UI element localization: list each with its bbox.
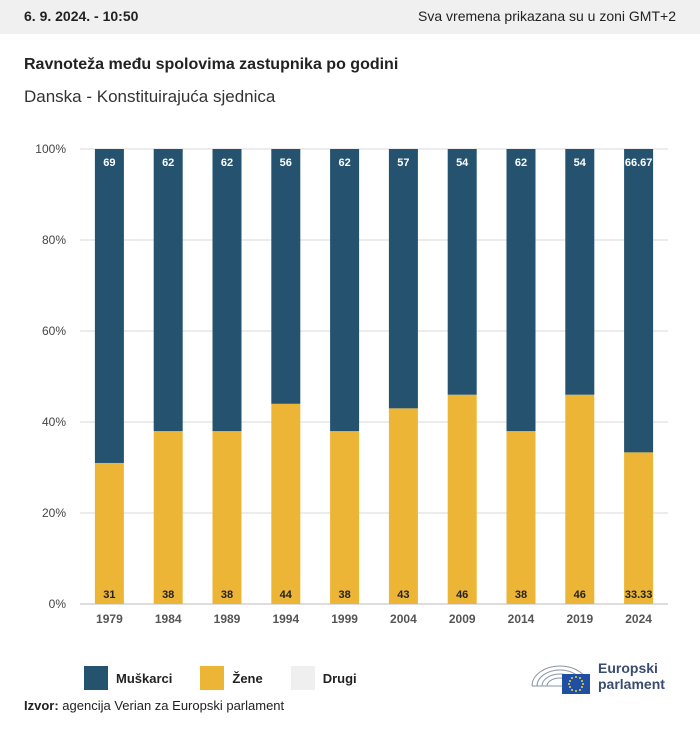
bar-women (388, 408, 418, 604)
y-tick-label: 60% (42, 324, 66, 338)
chart-legend: Muškarci Žene Drugi (84, 666, 385, 690)
bar-men (153, 149, 183, 432)
legend-item-men: Muškarci (84, 666, 172, 690)
bar-women (447, 394, 477, 604)
logo-line-2: parlament (598, 676, 665, 692)
data-label-men: 66.67 (625, 157, 653, 169)
bar-men (447, 149, 477, 395)
logo-line-1: Europski (598, 660, 658, 676)
x-tick-label: 1989 (214, 612, 241, 626)
chart-subtitle: Danska - Konstituirajuća sjednica (24, 87, 276, 106)
data-label-men: 62 (338, 157, 350, 169)
bar-women (565, 394, 595, 604)
x-tick-label: 1999 (331, 612, 358, 626)
data-label-women: 38 (221, 589, 233, 601)
y-tick-label: 20% (42, 506, 66, 520)
parliament-hemicycle-icon (531, 665, 590, 694)
legend-item-other: Drugi (290, 666, 357, 690)
legend-label-men: Muškarci (116, 670, 173, 686)
data-label-women: 31 (103, 589, 115, 601)
legend-label-other: Drugi (322, 670, 357, 686)
legend-swatch-other (290, 666, 315, 690)
data-label-women: 38 (515, 589, 527, 601)
x-tick-label: 1984 (155, 612, 182, 626)
source-prefix: Izvor: (24, 698, 59, 713)
x-tick-label: 1979 (96, 612, 123, 626)
data-label-men: 62 (162, 157, 174, 169)
bar-women (153, 431, 183, 604)
x-tick-label: 2014 (508, 612, 535, 626)
chart-title: Ravnoteža među spolovima zastupnika po g… (24, 56, 399, 73)
source-note: Izvor: agencija Verian za Europski parla… (24, 698, 284, 713)
x-tick-label: 1994 (272, 612, 299, 626)
y-tick-label: 0% (49, 597, 67, 611)
european-parliament-logo: Europski parlament (528, 656, 665, 696)
data-label-women: 38 (162, 589, 174, 601)
y-tick-label: 40% (42, 415, 66, 429)
bar-men (271, 149, 301, 404)
bar-men (94, 149, 124, 463)
data-label-women: 44 (280, 589, 293, 601)
timezone-note: Sva vremena prikazana su u zoni GMT+2 (418, 8, 676, 24)
bar-women (330, 431, 360, 604)
y-tick-label: 80% (42, 233, 66, 247)
data-label-women: 46 (574, 589, 586, 601)
x-tick-label: 2019 (566, 612, 593, 626)
bar-men (565, 149, 595, 395)
timestamp: 6. 9. 2024. - 10:50 (24, 8, 139, 24)
x-tick-label: 2009 (449, 612, 476, 626)
x-tick-label: 2004 (390, 612, 417, 626)
bar-men (388, 149, 418, 409)
data-label-women: 43 (397, 589, 409, 601)
bar-men (506, 149, 536, 432)
bar-men (330, 149, 360, 432)
legend-item-women: Žene (200, 666, 263, 690)
data-label-men: 57 (397, 157, 409, 169)
data-label-women: 33.33 (625, 589, 653, 601)
source-text: agencija Verian za Europski parlament (62, 698, 285, 713)
data-label-women: 38 (338, 589, 350, 601)
bar-women (94, 462, 124, 604)
bar-women (212, 431, 242, 604)
data-label-men: 62 (515, 157, 527, 169)
data-label-men: 54 (456, 157, 469, 169)
legend-swatch-women (200, 666, 225, 690)
top-bar: 6. 9. 2024. - 10:50 Sva vremena prikazan… (0, 0, 700, 34)
data-label-women: 46 (456, 589, 468, 601)
bar-women (271, 403, 301, 604)
y-tick-label: 100% (35, 142, 66, 156)
data-label-men: 62 (221, 157, 233, 169)
logo-text: Europski parlament (598, 660, 665, 692)
data-label-men: 56 (280, 157, 292, 169)
legend-label-women: Žene (232, 670, 263, 686)
x-tick-label: 2024 (625, 612, 652, 626)
bar-men (624, 149, 654, 453)
data-label-men: 69 (103, 157, 115, 169)
stacked-bar-chart: 0% 20% 40% 60% 80% 100% 69 31 1979 62 38 1984 62 38 19… (35, 142, 668, 626)
data-label-men: 54 (574, 157, 587, 169)
bar-women (624, 452, 654, 604)
bar-men (212, 149, 242, 432)
bar-women (506, 431, 536, 604)
legend-swatch-men (84, 666, 108, 690)
eu-flag-icon (562, 674, 590, 694)
